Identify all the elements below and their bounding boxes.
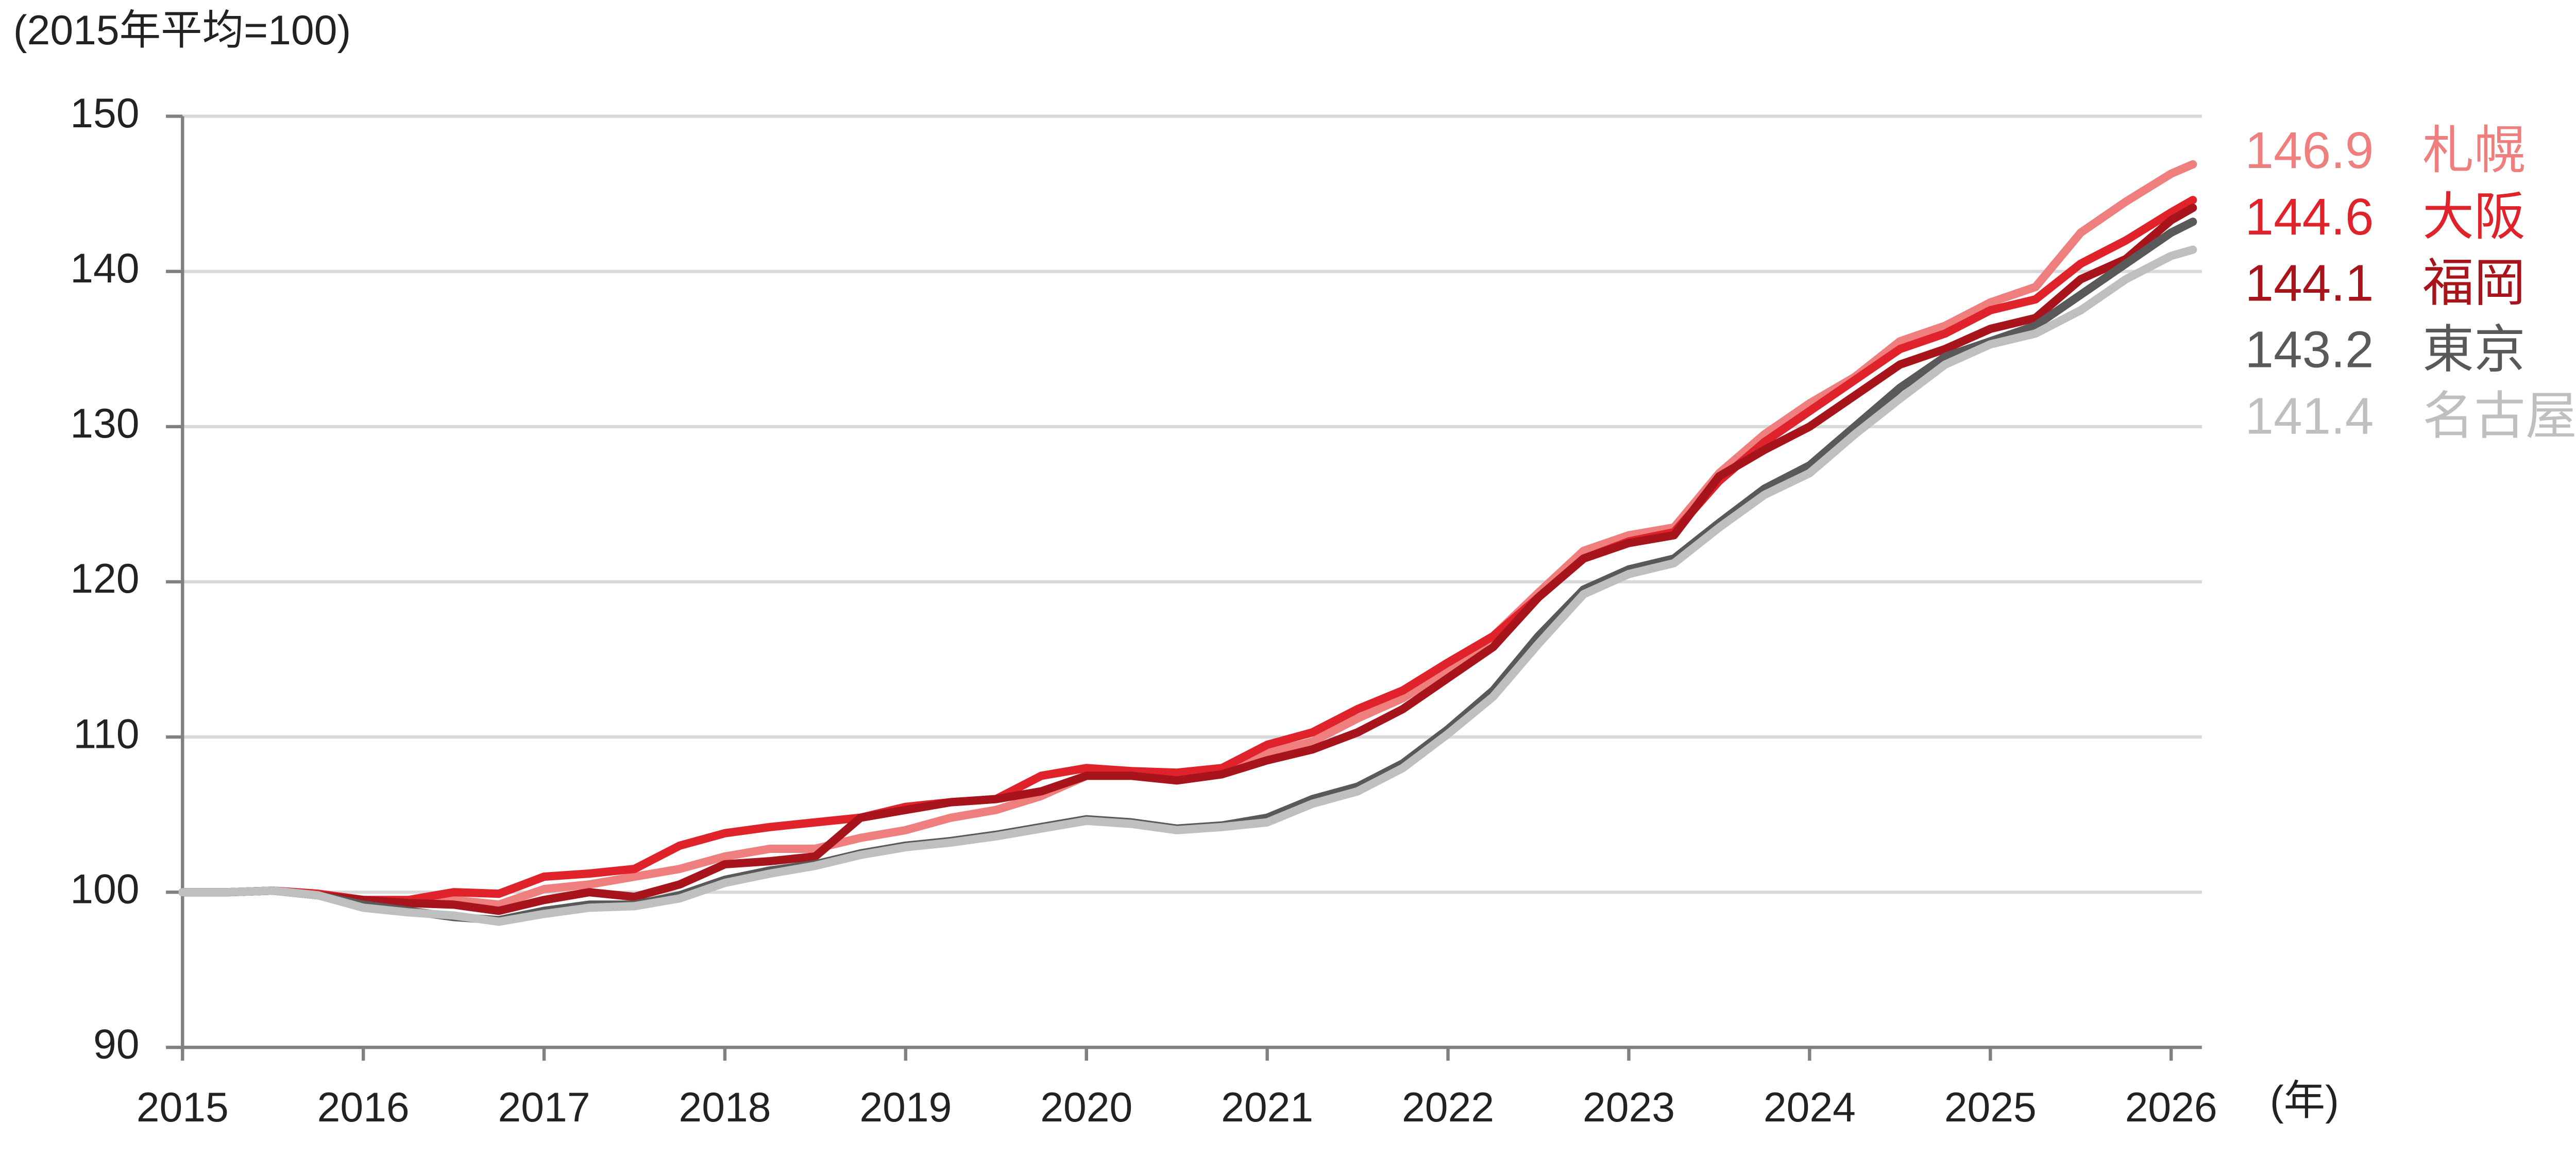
series-line — [178, 217, 2197, 925]
x-tick-label: 2023 — [1583, 1084, 1675, 1131]
end-value-label: 143.2 — [2245, 321, 2374, 378]
series-line — [178, 160, 2197, 909]
y-tick-label: 130 — [70, 400, 139, 447]
y-tick-label: 110 — [73, 711, 139, 757]
y-tick-label: 150 — [70, 90, 139, 137]
end-value-label: 144.6 — [2245, 189, 2374, 246]
y-tick-label: 120 — [70, 556, 139, 602]
x-tick-label: 2015 — [137, 1084, 229, 1131]
y-tick-label: 90 — [93, 1021, 140, 1068]
series-line — [178, 245, 2197, 926]
x-tick-label: 2019 — [859, 1084, 952, 1131]
x-tick-label: 2016 — [317, 1084, 410, 1131]
x-tick-label: 2017 — [498, 1084, 590, 1131]
x-tick-label: 2025 — [1944, 1084, 2037, 1131]
y-axis-label: (2015年平均=100) — [13, 7, 351, 54]
legend-label: 札幌 — [2422, 122, 2526, 179]
x-tick-label: 2021 — [1221, 1084, 1313, 1131]
x-tick-label: 2024 — [1764, 1084, 1856, 1131]
end-value-label: 144.1 — [2245, 255, 2374, 312]
legend-label: 東京 — [2422, 321, 2526, 378]
end-value-label: 146.9 — [2245, 122, 2374, 179]
y-tick-label: 140 — [70, 245, 139, 292]
y-tick-label: 100 — [70, 866, 139, 912]
x-tick-label: 2018 — [679, 1084, 771, 1131]
series-line — [178, 196, 2197, 904]
legend-label: 大阪 — [2422, 189, 2526, 246]
series-line — [178, 204, 2197, 915]
x-tick-label: 2026 — [2125, 1084, 2217, 1131]
x-tick-label: 2020 — [1040, 1084, 1132, 1131]
legend-label: 福岡 — [2422, 255, 2526, 312]
legend-label: 名古屋 — [2422, 388, 2576, 445]
x-axis-label: (年) — [2270, 1078, 2339, 1124]
end-value-label: 141.4 — [2245, 388, 2374, 445]
x-tick-label: 2022 — [1402, 1084, 1494, 1131]
